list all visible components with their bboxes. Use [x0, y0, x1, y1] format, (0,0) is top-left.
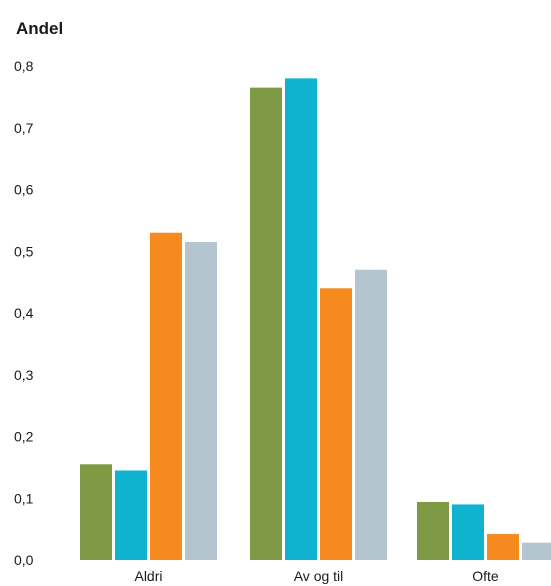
bar-ofte-series-2	[452, 504, 484, 560]
y-tick-label: 0,3	[14, 367, 34, 383]
y-tick-label: 0,2	[14, 429, 34, 445]
x-category-label: Av og til	[294, 568, 344, 584]
y-tick-label: 0,1	[14, 490, 34, 506]
bar-av-og-til-series-2	[285, 78, 317, 560]
bar-av-og-til-series-4	[355, 269, 387, 560]
bar-aldri-series-4	[185, 241, 217, 561]
y-tick-label: 0,5	[14, 243, 34, 259]
y-tick-label: 0,0	[14, 552, 34, 568]
bar-aldri-series-2	[115, 470, 147, 560]
y-tick-label: 0,6	[14, 182, 34, 198]
bars	[80, 78, 551, 561]
bar-av-og-til-series-1	[250, 87, 282, 561]
bar-ofte-series-1	[417, 501, 449, 560]
x-category-label: Aldri	[134, 568, 162, 584]
y-tick-label: 0,7	[14, 120, 34, 136]
bar-aldri-series-3	[150, 232, 182, 560]
y-tick-label: 0,4	[14, 305, 34, 321]
bar-aldri-series-1	[80, 464, 112, 560]
y-tick-label: 0,8	[14, 58, 34, 74]
y-axis-title: Andel	[16, 19, 63, 38]
y-axis-ticks: 0,0 0,1 0,2 0,3 0,4 0,5 0,6 0,7 0,8	[14, 58, 34, 568]
bar-ofte-series-3	[487, 534, 519, 560]
x-axis-categories: Aldri Av og til Ofte	[134, 568, 498, 584]
bar-ofte-series-4	[522, 542, 551, 560]
x-category-label: Ofte	[472, 568, 499, 584]
bar-av-og-til-series-3	[320, 288, 352, 560]
